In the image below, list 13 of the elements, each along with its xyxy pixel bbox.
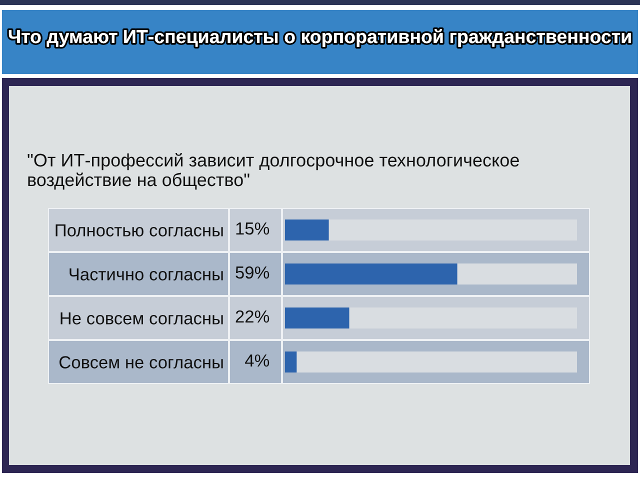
bar [285, 220, 329, 240]
data-label: 59% [236, 266, 270, 279]
bar [285, 308, 350, 328]
data-label: 4% [245, 354, 270, 367]
y-tick-label: Не совсем согласны [60, 312, 223, 324]
data-label: 15% [236, 222, 270, 235]
y-tick-label: Совсем не согласны [60, 356, 223, 368]
data-label: 22% [236, 310, 270, 323]
bar [285, 352, 297, 372]
y-tick-label: Полностью согласны [56, 224, 223, 236]
y-tick-label: Частично согласны [70, 268, 223, 280]
chart-subtitle: "От ИТ-профессий зависит долгосрочное технологическое воздействие на общество" [28, 153, 519, 190]
chart-title: Что думают ИТ-специалисты о корпоративной гражданственности [8, 29, 631, 47]
